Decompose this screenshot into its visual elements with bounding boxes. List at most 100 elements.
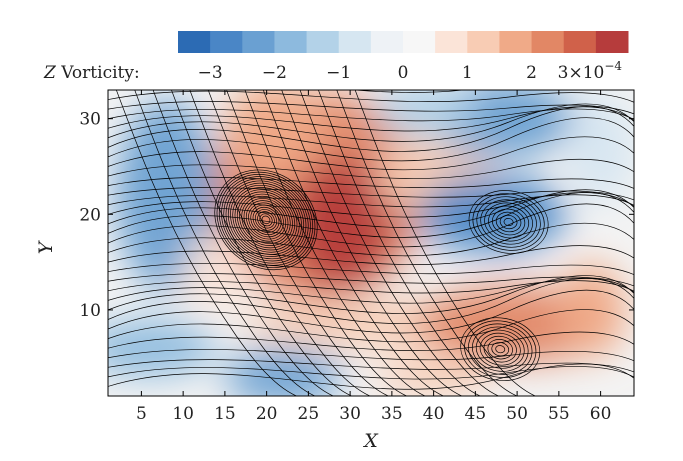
colorbar-swatch [274, 31, 308, 53]
streamline [499, 214, 518, 230]
streamline [108, 176, 634, 189]
x-tick-label: 40 [423, 404, 445, 424]
streamline [108, 189, 634, 228]
vorticity-region [108, 319, 217, 377]
colorbar-tick-label: 0 [398, 63, 409, 83]
x-axis-title: X [362, 430, 379, 452]
x-tick-label: 30 [339, 404, 361, 424]
streamline [257, 211, 275, 229]
streamline [108, 273, 634, 287]
streamline [116, 90, 298, 396]
streamline [108, 349, 634, 362]
streamline [464, 320, 537, 378]
streamline [108, 101, 634, 115]
colorbar [178, 31, 629, 53]
streamline [108, 363, 634, 390]
streamline [108, 117, 634, 162]
colorbar-tick-label: 1 [462, 63, 473, 83]
streamline [214, 169, 318, 271]
colorbar-ticks: −3 −2 −1 0 1 2 3×10−4 [198, 59, 623, 83]
vorticity-region [224, 348, 342, 396]
streamline [108, 289, 634, 334]
x-tick-label: 25 [298, 404, 320, 424]
streamline [299, 90, 482, 396]
streamline [171, 90, 353, 396]
x-tick-label: 60 [590, 404, 612, 424]
streamline [476, 196, 541, 248]
streamline [248, 202, 284, 238]
streamline [252, 206, 280, 233]
colorbar-tick-label: 3×10−4 [558, 59, 623, 83]
colorbar-swatch [467, 31, 500, 53]
streamline [108, 136, 634, 171]
colorbar-swatch [370, 31, 404, 53]
streamline [244, 90, 427, 396]
colorbar-swatch [242, 31, 275, 53]
vorticity-region [567, 90, 634, 205]
streamline [108, 103, 634, 142]
streamline [475, 329, 525, 369]
colorbar-swatch [531, 31, 565, 53]
streamline [488, 205, 530, 239]
x-tick-label: 55 [548, 404, 570, 424]
colorbar-swatch [338, 31, 372, 53]
colorbar-tick-label: −3 [198, 63, 223, 83]
streamline [336, 90, 519, 396]
colorbar-swatch [499, 31, 533, 53]
streamline [232, 187, 300, 253]
streamline [152, 90, 335, 396]
streamline [241, 195, 291, 244]
streamline [189, 90, 372, 396]
streamline [108, 106, 634, 152]
streamline [468, 323, 533, 375]
x-tick-label: 20 [256, 404, 278, 424]
y-tick-label: 30 [79, 110, 101, 130]
streamline [227, 182, 305, 257]
streamline [495, 345, 506, 354]
colorbar-tick-label: 2 [526, 63, 537, 83]
streamline [108, 309, 634, 343]
streamline [108, 90, 634, 103]
streamline [262, 90, 445, 396]
streamline [234, 189, 298, 251]
streamline [216, 171, 316, 268]
streamline [108, 192, 634, 238]
colorbar-tick-label: −2 [262, 63, 287, 83]
vorticity-field [108, 90, 634, 396]
streamline [483, 335, 517, 363]
x-tick-label: 5 [136, 404, 147, 424]
streamline [226, 90, 409, 396]
streamlines [108, 90, 634, 396]
x-axis: 5 10 15 20 25 30 35 40 45 50 55 60 [136, 90, 611, 424]
streamline [108, 108, 634, 122]
x-tick-label: 50 [506, 404, 528, 424]
colorbar-swatch [435, 31, 468, 53]
streamline [108, 203, 634, 248]
streamline [225, 180, 307, 260]
colorbar-label: Z Vorticity: [43, 63, 140, 83]
x-tick-label: 15 [214, 404, 236, 424]
x-tick-label: 45 [465, 404, 487, 424]
streamline [108, 222, 634, 257]
colorbar-swatch [306, 31, 340, 53]
x-tick-label: 10 [172, 404, 194, 424]
streamline [354, 90, 537, 396]
streamline [108, 366, 634, 380]
streamline [487, 339, 513, 360]
streamline [134, 90, 317, 396]
y-axis-title: Y [35, 239, 57, 254]
colorbar-exponent: −4 [604, 59, 622, 73]
colorbar-swatch [178, 31, 211, 53]
streamline [492, 208, 526, 236]
streamline [108, 106, 634, 132]
streamline [471, 326, 529, 372]
y-tick-label: 10 [79, 301, 101, 321]
y-tick-label: 20 [79, 205, 101, 225]
vorticity-region [375, 90, 476, 138]
streamline [254, 209, 278, 231]
y-axis: 10 20 30 [79, 110, 634, 321]
streamline [318, 90, 500, 396]
plot-frame [107, 89, 635, 397]
colorbar-swatch [210, 31, 243, 53]
plot-area [108, 90, 634, 396]
